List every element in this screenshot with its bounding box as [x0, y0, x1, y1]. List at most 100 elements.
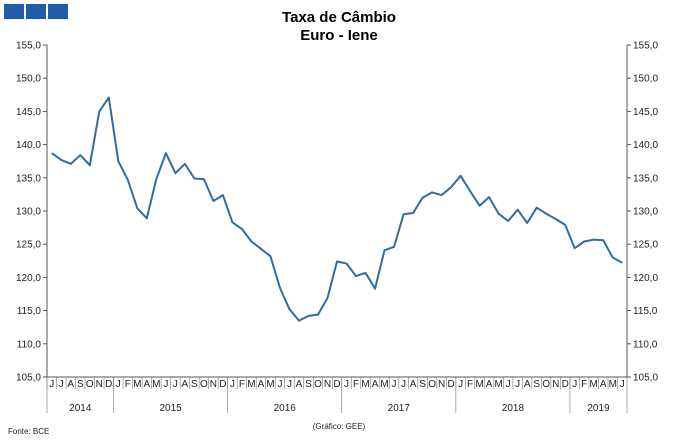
y-tick-label: 140,0: [16, 140, 41, 151]
x-month-label: F: [581, 379, 587, 390]
x-month-label: D: [219, 379, 226, 390]
x-month-label: J: [173, 379, 178, 390]
x-month-label: D: [105, 379, 112, 390]
x-month-label: J: [458, 379, 463, 390]
x-month-label: J: [515, 379, 520, 390]
y-tick-label: 150,0: [633, 74, 658, 85]
x-month-label: J: [506, 379, 511, 390]
y-tick-label: 140,0: [633, 140, 658, 151]
x-month-label: N: [552, 379, 559, 390]
x-month-label: N: [324, 379, 331, 390]
y-axis-left-ticks: 105,0 110,0 115,0 120,0 125,0 130,0 135,0 140,0…: [16, 41, 47, 384]
x-month-label: J: [49, 379, 54, 390]
y-tick-label: 155,0: [633, 41, 658, 52]
y-tick-label: 105,0: [16, 373, 41, 384]
x-month-label: A: [258, 379, 265, 390]
y-tick-label: 125,0: [633, 240, 658, 251]
y-tick-label: 155,0: [16, 41, 41, 52]
x-month-label: O: [428, 379, 436, 390]
x-month-label: O: [86, 379, 94, 390]
x-month-label: J: [572, 379, 577, 390]
x-month-label: A: [600, 379, 607, 390]
series-line-eur-jpy: [51, 96, 623, 322]
x-month-label: A: [486, 379, 493, 390]
x-month-label: F: [125, 379, 131, 390]
y-tick-label: 120,0: [633, 273, 658, 284]
y-tick-label: 115,0: [17, 306, 42, 317]
x-month-label: A: [144, 379, 151, 390]
x-month-label: F: [467, 379, 473, 390]
y-tick-label: 125,0: [16, 240, 41, 251]
credit-note: (Gráfico: GEE): [313, 422, 366, 431]
y-tick-label: 135,0: [633, 173, 658, 184]
y-tick-label: 150,0: [16, 74, 41, 85]
x-year-label: 2016: [274, 403, 297, 414]
x-month-label: M: [380, 379, 388, 390]
x-month-label: A: [67, 379, 74, 390]
x-month-label: S: [191, 379, 198, 390]
x-month-label: M: [361, 379, 369, 390]
y-tick-label: 120,0: [16, 273, 41, 284]
x-month-label: N: [96, 379, 103, 390]
x-month-label: M: [247, 379, 255, 390]
y-axis-right-ticks: 105,0 110,0 115,0 120,0 125,0 130,0 135,0 140,0…: [627, 41, 658, 384]
x-month-label: M: [266, 379, 274, 390]
y-tick-label: 130,0: [633, 207, 658, 218]
x-month-label: M: [609, 379, 617, 390]
x-month-label: A: [410, 379, 417, 390]
x-month-label: J: [401, 379, 406, 390]
y-tick-label: 135,0: [16, 173, 41, 184]
x-month-label: O: [542, 379, 550, 390]
x-month-label: J: [344, 379, 349, 390]
x-year-label: 2015: [159, 403, 182, 414]
x-month-label: F: [239, 379, 245, 390]
x-month-label: A: [372, 379, 379, 390]
x-month-label: J: [392, 379, 397, 390]
y-tick-label: 130,0: [16, 207, 41, 218]
source-note: Fonte: BCE: [8, 427, 49, 436]
x-month-label: J: [620, 379, 625, 390]
chart-subtitle: Euro - Iene: [300, 27, 378, 44]
x-month-label: S: [419, 379, 426, 390]
x-month-label: J: [277, 379, 282, 390]
x-month-label: J: [59, 379, 64, 390]
x-month-label: J: [163, 379, 168, 390]
x-month-label: J: [116, 379, 121, 390]
y-tick-label: 115,0: [633, 306, 658, 317]
x-month-label: M: [590, 379, 598, 390]
y-tick-label: 110,0: [17, 339, 42, 350]
chart-title: Taxa de Câmbio: [282, 9, 396, 26]
x-month-label: D: [447, 379, 454, 390]
x-month-label: A: [524, 379, 531, 390]
x-month-label: A: [296, 379, 303, 390]
x-month-label: M: [475, 379, 483, 390]
x-month-label: O: [200, 379, 208, 390]
x-month-label: D: [333, 379, 340, 390]
y-tick-label: 145,0: [633, 107, 658, 118]
x-month-label: D: [562, 379, 569, 390]
y-tick-label: 105,0: [633, 373, 658, 384]
x-month-label: N: [210, 379, 217, 390]
x-month-label: M: [133, 379, 141, 390]
x-month-label: S: [77, 379, 84, 390]
x-month-label: J: [230, 379, 235, 390]
x-year-label: 2014: [69, 403, 92, 414]
logo: [4, 4, 68, 19]
x-month-label: A: [182, 379, 189, 390]
x-month-label: M: [494, 379, 502, 390]
x-month-label: M: [152, 379, 160, 390]
x-month-label: S: [533, 379, 540, 390]
axes: [46, 45, 628, 378]
x-month-label: F: [353, 379, 359, 390]
y-tick-label: 145,0: [16, 107, 41, 118]
x-month-label: S: [305, 379, 312, 390]
x-month-label: N: [438, 379, 445, 390]
x-axis-year-labels: 2014 2015 2016 2017 2018 2019: [46, 377, 628, 414]
x-year-label: 2019: [587, 403, 610, 414]
y-tick-label: 110,0: [633, 339, 658, 350]
x-month-label: J: [287, 379, 292, 390]
x-year-label: 2018: [502, 403, 525, 414]
x-month-label: O: [314, 379, 322, 390]
